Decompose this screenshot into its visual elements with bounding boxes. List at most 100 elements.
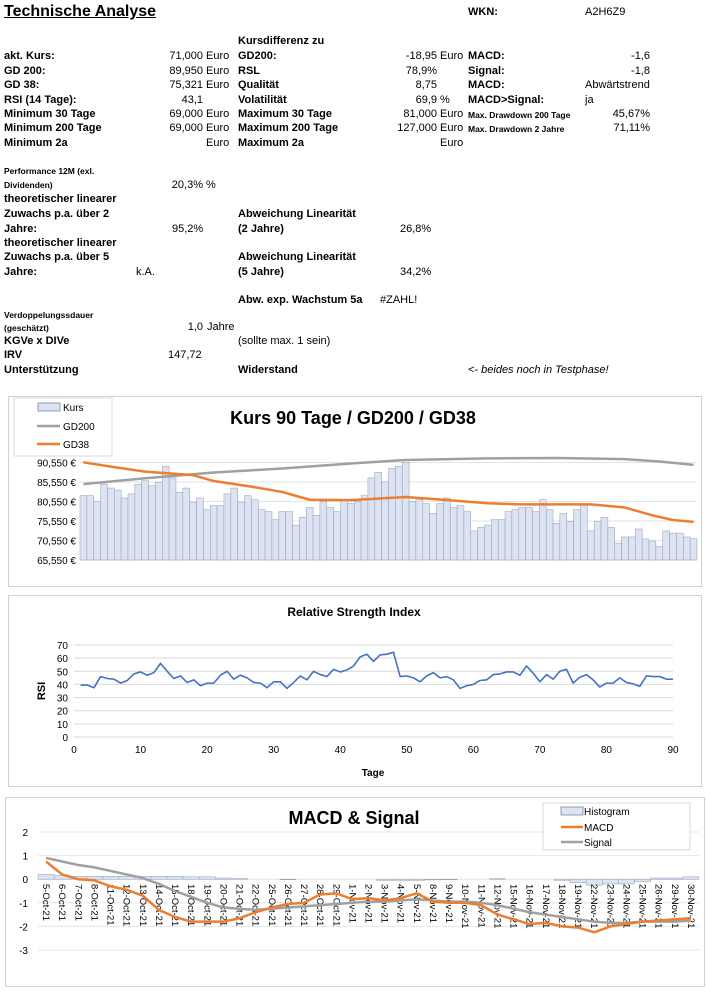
kurs-bar	[573, 509, 581, 561]
kurs-bar	[251, 499, 259, 561]
kurs-bar	[580, 504, 588, 561]
row-label: RSL	[238, 65, 260, 77]
kurs-bar	[566, 521, 574, 561]
lin2-label-2: Zuwachs p.a. über 2	[4, 208, 110, 220]
kurs-bar	[600, 517, 609, 561]
verd-value: 1,0	[187, 321, 203, 333]
kurs-bar	[134, 483, 142, 561]
x-tick-label: 8-Nov-21	[427, 884, 438, 923]
kurs-bar	[305, 507, 314, 561]
kurs-bar	[271, 519, 280, 561]
row-unit: Euro	[440, 108, 464, 120]
x-tick-label: 30	[268, 745, 280, 756]
kurs-bar	[669, 532, 677, 561]
row-label: GD 200:	[4, 65, 46, 77]
x-tick-label: 15-Nov-21	[508, 884, 519, 928]
kurs-bar	[312, 515, 321, 561]
histogram-bar	[376, 878, 393, 881]
kurs-bar	[381, 481, 389, 561]
y-axis-label: RSI	[36, 682, 48, 700]
x-tick-label: 12-Oct-21	[121, 884, 132, 926]
kurs-bar	[175, 492, 184, 561]
kurs-bar	[525, 507, 533, 561]
histogram-bar	[182, 876, 200, 880]
lin5-label: theoretischer linearer	[4, 237, 117, 249]
histogram-bar	[569, 878, 587, 883]
row-unit: Euro	[206, 108, 230, 120]
kurs-bar	[635, 528, 643, 561]
x-tick-label: 7-Oct-21	[72, 884, 83, 921]
kurs-bar	[614, 542, 622, 561]
kurs-bar	[237, 501, 245, 561]
x-tick-label: 40	[335, 745, 347, 756]
row-label: GD200:	[238, 50, 277, 62]
x-tick-label: 29-Nov-21	[669, 884, 680, 928]
x-tick-label: 18-Nov-21	[556, 884, 567, 928]
kurs-bar	[456, 505, 465, 561]
x-tick-label: 5-Nov-21	[411, 884, 422, 923]
row-value: 43,1	[181, 94, 203, 106]
row-value: 71,000	[169, 50, 203, 62]
row-value: ja	[585, 94, 594, 106]
kurs-bar	[264, 511, 273, 561]
abwexp-label: Abw. exp. Wachstum 5a	[238, 294, 363, 306]
y-tick-label: 0	[62, 733, 68, 744]
y-tick-label: -3	[19, 946, 28, 957]
row-value: 78,9%	[405, 65, 437, 77]
row-value: -1,6	[631, 50, 650, 62]
lin2-label: theoretischer linearer	[4, 193, 117, 205]
y-tick-label: 90,550 €	[37, 459, 76, 470]
y-tick-label: 75,550 €	[37, 517, 76, 528]
row-label: Minimum 30 Tage	[4, 108, 96, 120]
kgve-label: KGVe x DIVe	[4, 335, 70, 347]
x-tick-label: 21-Oct-21	[234, 884, 245, 926]
histogram-bar	[424, 878, 442, 881]
kurs-bar	[353, 501, 362, 561]
kurs-bar	[244, 495, 252, 561]
y-tick-label: 70	[57, 641, 69, 652]
histogram-bar	[198, 876, 216, 880]
lin2-value: 95,2%	[172, 223, 204, 235]
x-tick-label: 8-Oct-21	[88, 884, 99, 921]
verd-label-2: (geschätzt)	[4, 323, 49, 333]
histogram-bar	[408, 878, 426, 881]
kurs-bar	[504, 511, 513, 561]
kurs-bar	[559, 513, 567, 561]
x-tick-label: 20-Oct-21	[217, 884, 228, 926]
x-tick-label: 10	[135, 745, 147, 756]
kurs-bar	[436, 503, 444, 561]
perf-label-2: Dividenden)	[4, 180, 53, 190]
test-note: <- beides noch in Testphase!	[468, 364, 609, 376]
row-unit: Euro	[440, 50, 464, 62]
x-tick-label: 13-Oct-21	[137, 884, 148, 926]
x-axis-label: Tage	[362, 768, 385, 779]
kurs-bar	[196, 497, 204, 561]
kurs-bar	[401, 462, 410, 561]
histogram-bar	[682, 876, 700, 880]
histogram-bar	[150, 876, 168, 880]
rsi-line	[80, 651, 673, 690]
y-tick-label: -1	[19, 899, 28, 910]
row-unit: Euro	[206, 50, 230, 62]
irv-label: IRV	[4, 349, 23, 361]
histogram-bar	[634, 878, 651, 882]
x-tick-label: 15-Oct-21	[169, 884, 180, 926]
y-tick-label: 85,550 €	[37, 478, 76, 489]
signal-line	[45, 856, 692, 925]
histogram-bar	[650, 877, 668, 880]
legend-label-kurs: Kurs	[63, 403, 84, 414]
kurs-bar	[93, 501, 101, 561]
row-value: Abwärtstrend	[585, 79, 650, 91]
x-tick-label: 4-Nov-21	[395, 884, 406, 923]
kurs-bar	[429, 513, 437, 561]
kurs-bar	[395, 465, 403, 561]
kurs-bar	[189, 501, 197, 561]
x-tick-label: 25-Nov-21	[637, 884, 648, 928]
kgve-note: (sollte max. 1 sein)	[238, 335, 331, 347]
row-label: Max. Drawdown 200 Tage	[468, 110, 571, 120]
abw2-value: 26,8%	[400, 223, 432, 235]
kurs-bar	[593, 521, 602, 561]
kurs-bar	[141, 480, 149, 561]
kurs-bar	[422, 503, 430, 561]
